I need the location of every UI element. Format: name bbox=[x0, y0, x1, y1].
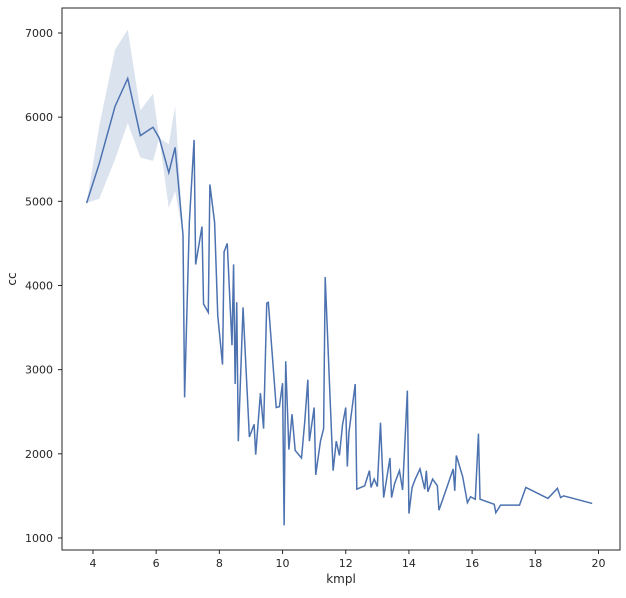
y-tick-label: 4000 bbox=[25, 279, 53, 292]
y-axis-label: cc bbox=[5, 272, 19, 285]
y-tick-label: 5000 bbox=[25, 195, 53, 208]
y-tick-label: 7000 bbox=[25, 27, 53, 40]
confidence-band bbox=[86, 29, 184, 235]
x-tick-label: 10 bbox=[276, 557, 290, 570]
x-tick-label: 4 bbox=[89, 557, 96, 570]
x-tick-label: 18 bbox=[528, 557, 542, 570]
x-tick-label: 14 bbox=[402, 557, 416, 570]
y-tick-label: 6000 bbox=[25, 111, 53, 124]
x-tick-label: 8 bbox=[216, 557, 223, 570]
y-tick-label: 3000 bbox=[25, 364, 53, 377]
y-tick-label: 2000 bbox=[25, 448, 53, 461]
y-tick-label: 1000 bbox=[25, 532, 53, 545]
x-tick-label: 12 bbox=[339, 557, 353, 570]
plot-frame bbox=[61, 7, 621, 551]
x-tick-label: 20 bbox=[592, 557, 606, 570]
x-tick-label: 16 bbox=[465, 557, 479, 570]
x-axis-label: kmpl bbox=[326, 572, 356, 586]
x-tick-label: 6 bbox=[153, 557, 160, 570]
line bbox=[85, 76, 593, 526]
